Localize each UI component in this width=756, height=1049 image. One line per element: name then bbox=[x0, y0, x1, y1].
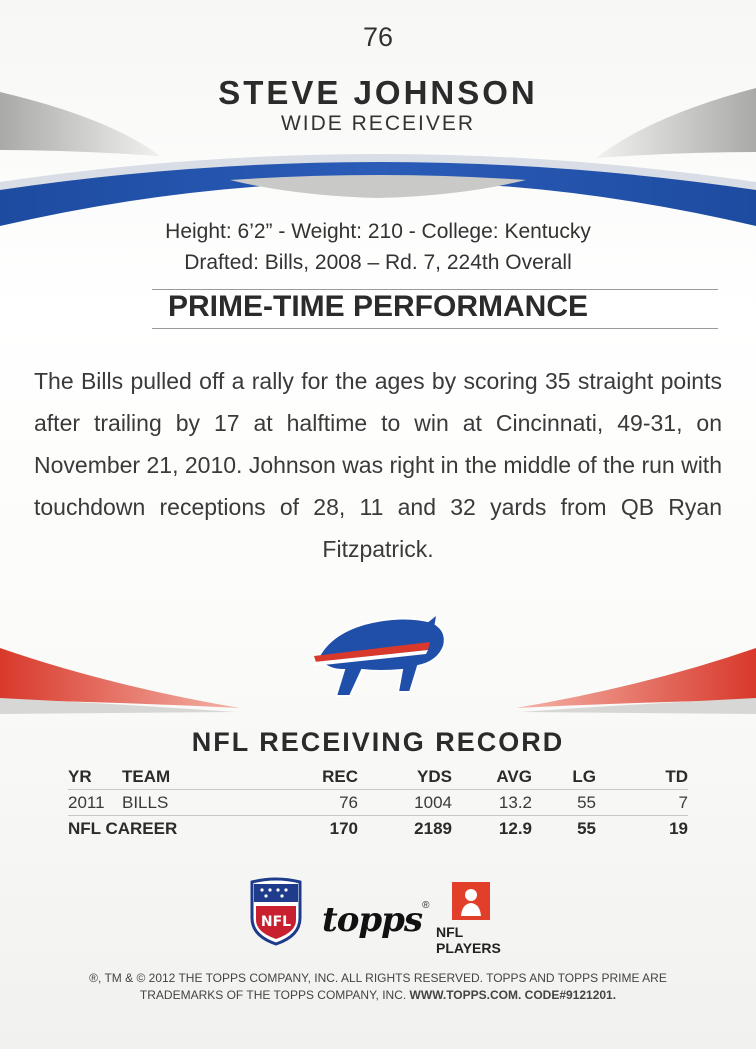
cell-lg: 55 bbox=[532, 789, 596, 816]
topps-logo: topps® bbox=[322, 900, 429, 940]
header-td: TD bbox=[665, 766, 688, 786]
header-rec: REC bbox=[322, 766, 358, 786]
red-swoosh-left bbox=[0, 648, 240, 708]
divider-top bbox=[152, 289, 718, 290]
table-row: 2011 BILLS 76 1004 13.2 55 7 bbox=[68, 789, 688, 816]
cell-career-avg: 12.9 bbox=[498, 818, 532, 838]
topps-wordmark: topps bbox=[322, 900, 423, 940]
nfl-players-logo: NFL PLAYERS bbox=[436, 882, 516, 956]
legal-line-2-prefix: TRADEMARKS OF THE TOPPS COMPANY, INC. bbox=[139, 988, 407, 1002]
player-name: STEVE JOHNSON bbox=[218, 74, 538, 111]
nfl-logo-text: NFL bbox=[261, 914, 291, 930]
stats-header-row: YR TEAM REC YDS AVG LG TD bbox=[68, 764, 688, 790]
bio-block: Height: 6’2” - Weight: 210 - College: Ke… bbox=[0, 216, 756, 278]
cell-career-label: NFL CAREER bbox=[68, 818, 178, 838]
legal-website-code: WWW.TOPPS.COM. CODE#9121201. bbox=[409, 988, 617, 1002]
record-title: NFL RECEIVING RECORD bbox=[191, 727, 565, 757]
cell-career-yds: 2189 bbox=[414, 818, 452, 838]
cell-career-lg: 55 bbox=[577, 818, 596, 838]
stats-table: YR TEAM REC YDS AVG LG TD 2011 BILLS 76 … bbox=[68, 764, 688, 841]
silver-wing-right bbox=[596, 88, 756, 158]
legal-text: ®, TM & © 2012 THE TOPPS COMPANY, INC. A… bbox=[0, 970, 756, 1004]
player-position: WIDE RECEIVER bbox=[280, 112, 476, 135]
silver-under-left bbox=[0, 698, 236, 714]
cell-career-rec: 170 bbox=[329, 818, 358, 838]
legal-line-2: TRADEMARKS OF THE TOPPS COMPANY, INC. WW… bbox=[0, 987, 756, 1004]
silver-under-right bbox=[520, 698, 756, 714]
header-team: TEAM bbox=[122, 766, 171, 786]
buffalo-bills-logo bbox=[314, 616, 446, 697]
cell-yds: 1004 bbox=[358, 789, 452, 816]
silver-sliver bbox=[230, 175, 526, 198]
cell-yr: 2011 bbox=[68, 789, 122, 816]
cell-career-td: 19 bbox=[669, 818, 688, 838]
header-yds: YDS bbox=[417, 766, 452, 786]
nfl-players-icon bbox=[452, 882, 490, 920]
blue-band bbox=[0, 160, 756, 226]
nfl-shield-logo: NFL bbox=[250, 877, 302, 946]
header-lg: LG bbox=[572, 766, 596, 786]
bio-line-physical: Height: 6’2” - Weight: 210 - College: Ke… bbox=[165, 220, 591, 243]
card-number: 76 bbox=[362, 22, 394, 52]
cell-avg: 13.2 bbox=[452, 789, 532, 816]
header-yr: YR bbox=[68, 766, 92, 786]
performance-blurb: The Bills pulled off a rally for the age… bbox=[34, 368, 722, 562]
cell-td: 7 bbox=[596, 789, 688, 816]
bio-line-draft: Drafted: Bills, 2008 – Rd. 7, 224th Over… bbox=[184, 251, 572, 274]
legal-line-1: ®, TM & © 2012 THE TOPPS COMPANY, INC. A… bbox=[89, 971, 667, 985]
silver-wing-left bbox=[0, 92, 160, 156]
blue-band-edge bbox=[0, 154, 756, 190]
career-row: NFL CAREER 170 2189 12.9 55 19 bbox=[68, 816, 688, 842]
cell-team: BILLS bbox=[122, 789, 240, 816]
red-swoosh-right bbox=[516, 648, 756, 708]
header-avg: AVG bbox=[496, 766, 532, 786]
section-title: PRIME-TIME PERFORMANCE bbox=[168, 290, 588, 323]
registered-mark: ® bbox=[422, 900, 430, 911]
divider-bottom bbox=[152, 328, 718, 329]
cell-rec: 76 bbox=[240, 789, 358, 816]
nfl-players-label: NFL PLAYERS bbox=[436, 924, 501, 956]
